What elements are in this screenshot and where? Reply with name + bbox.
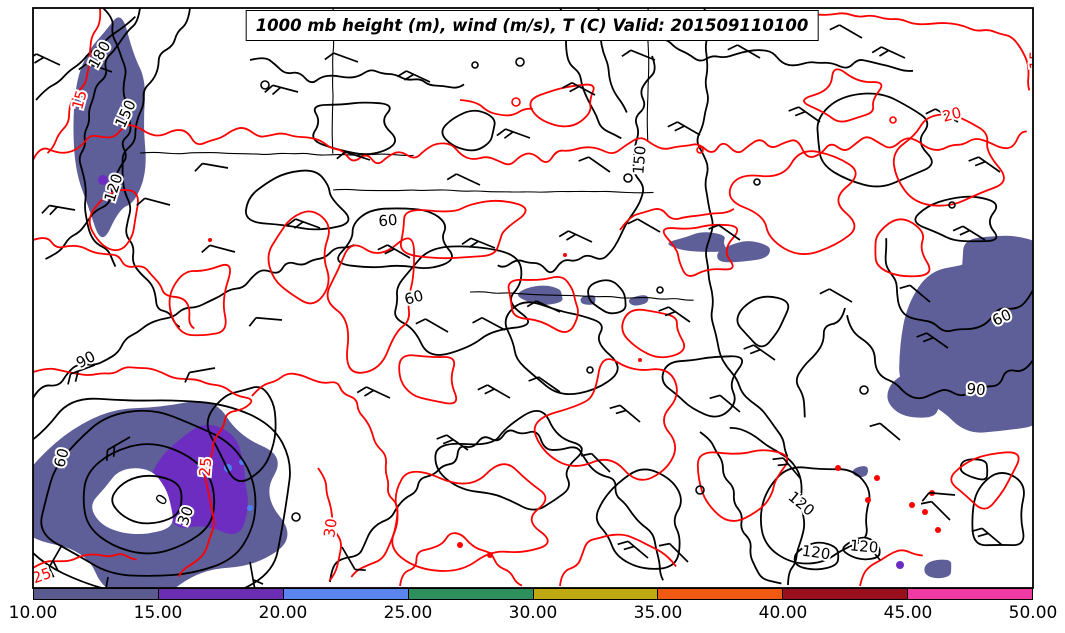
colorbar-segment	[783, 589, 909, 599]
colorbar-tick: 40.00	[758, 603, 808, 623]
map-title-box: 1000 mb height (m), wind (m/s), T (C) Va…	[245, 10, 819, 41]
contour-label: 120	[849, 536, 879, 556]
map-title-text: 1000 mb height (m), wind (m/s), T (C) Va…	[255, 16, 809, 35]
wind-barb-icon	[626, 215, 661, 241]
contour-label: 15	[1027, 50, 1045, 69]
colorbar-segment	[158, 589, 284, 599]
colorbar-tick: 25.00	[383, 603, 433, 623]
height-contours-layer	[33, 8, 1033, 588]
wind-barb-icon	[726, 41, 761, 67]
colorbar-segment	[283, 589, 409, 599]
contour-label: 25	[196, 457, 216, 478]
colorbar-tick: 45.00	[883, 603, 933, 623]
wind-barb-icon	[558, 227, 593, 252]
wind-barb-icon	[708, 390, 741, 420]
spot-markers-layer	[208, 57, 956, 558]
contour-label: 120	[801, 542, 832, 564]
wind-barb-icon	[414, 315, 449, 341]
wind-barb-icon	[868, 418, 901, 448]
contour-label: 30	[320, 517, 340, 538]
contour-label: 90	[73, 347, 98, 372]
wind-barb-icon	[828, 21, 863, 47]
colorbar-tick: 15.00	[133, 603, 183, 623]
colorbar-segment	[908, 589, 1032, 599]
contour-label: 90	[966, 380, 987, 400]
wind-barb-icon	[324, 50, 359, 72]
wind-barb-icon	[135, 195, 171, 215]
contour-label: 20	[940, 103, 963, 125]
wind-barb-icon	[356, 383, 391, 408]
contour-label: 120	[785, 488, 819, 520]
wind-barb-icon	[970, 523, 1003, 553]
wind-barb-icon	[527, 372, 561, 401]
wind-barb-icon	[200, 242, 236, 262]
colorbar-ticks: 10.00 15.00 20.00 25.00 30.00 35.00 40.00 45.00…	[0, 603, 1065, 625]
colorbar-tick: 10.00	[8, 603, 58, 623]
wind-barb-icon	[496, 126, 531, 148]
wind-barb-icon	[967, 152, 1001, 181]
wind-barb-icon	[608, 400, 641, 430]
wind-barb-icon	[263, 82, 299, 102]
wind-barb-icon	[818, 285, 853, 311]
contour-label: 150	[629, 145, 649, 175]
contour-label: 60	[378, 211, 399, 231]
colorbar-tick: 20.00	[258, 603, 308, 623]
colorbar-segment	[658, 589, 784, 599]
wind-barb-icon	[41, 203, 76, 220]
colorbar-segment	[408, 589, 534, 599]
contour-label: 60	[402, 286, 425, 308]
wind-barb-icon	[577, 152, 611, 181]
colorbar-segment	[34, 589, 159, 599]
colorbar-tick: 30.00	[508, 603, 558, 623]
colorbar-segment	[533, 589, 659, 599]
wind-barb-icon	[476, 381, 511, 407]
wind-barb-icon	[666, 118, 701, 144]
wind-barb-icon	[248, 316, 283, 330]
wind-barb-icon	[194, 161, 229, 178]
wind-barb-icon	[616, 536, 649, 566]
colorbar	[33, 588, 1033, 600]
colorbar-tick: 50.00	[1008, 603, 1058, 623]
colorbar-tick: 35.00	[633, 603, 683, 623]
wind-shading-layer	[33, 17, 1033, 588]
wind-barb-icon	[621, 47, 656, 70]
